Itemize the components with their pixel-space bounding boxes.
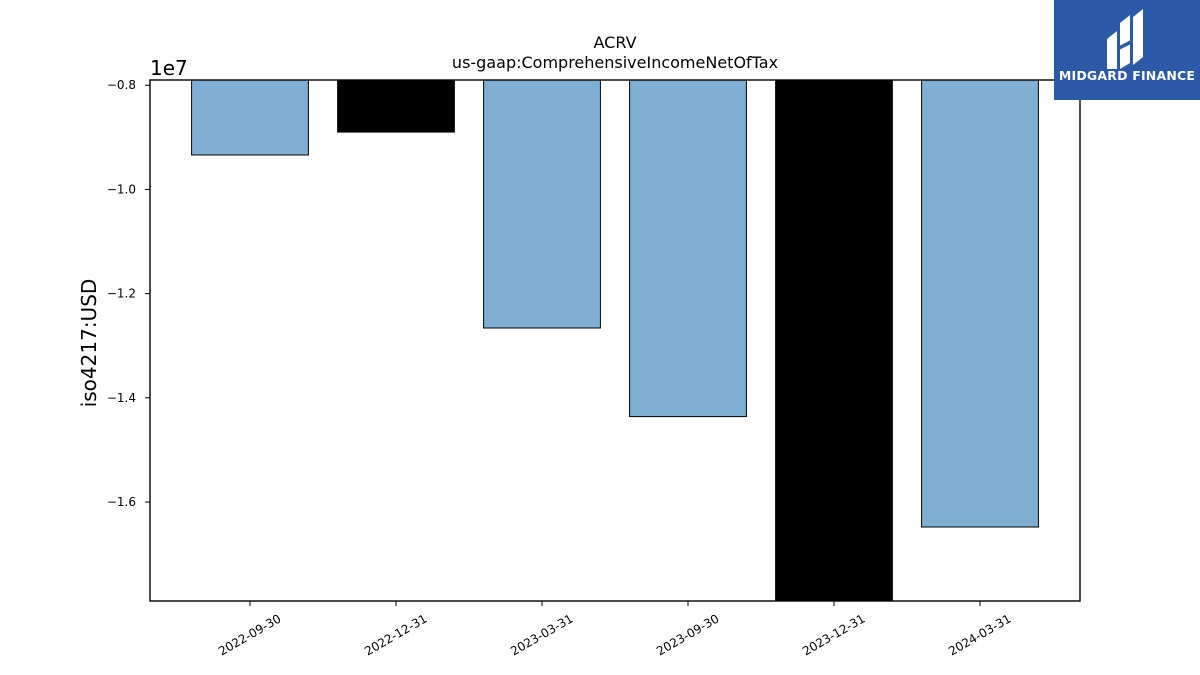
x-tick-label: 2023-12-31 (800, 611, 867, 658)
midgard-finance-logo: MIDGARD FINANCE (1054, 0, 1200, 100)
y-axis-label: iso4217:USD (77, 279, 101, 408)
y-tick-label: −0.8 (107, 78, 136, 92)
bar-2023-03-31 (483, 79, 601, 329)
y-tick-label: −1.0 (107, 182, 136, 196)
chart-subtitle: us-gaap:ComprehensiveIncomeNetOfTax (452, 53, 778, 72)
y-tick-label: −1.6 (107, 495, 136, 509)
bar-2023-12-31 (775, 79, 893, 602)
logo-text: MIDGARD FINANCE (1058, 68, 1196, 83)
x-tick-label: 2022-09-30 (216, 611, 283, 658)
x-ticks-group: 2022-09-30 2022-12-31 2023-03-31 2023-09-30… (216, 601, 1014, 658)
y-tick-label: −1.4 (107, 391, 136, 405)
midgard-logo-mark-icon (1107, 9, 1143, 69)
plot-frame (149, 79, 1081, 602)
bar-2023-09-30 (629, 79, 747, 418)
x-tick-label: 2024-03-31 (946, 611, 1013, 658)
x-tick-label: 2023-03-31 (508, 611, 575, 658)
x-tick-label: 2023-09-30 (654, 611, 721, 658)
y-tick-label: −1.2 (107, 287, 136, 301)
y-ticks-group: −0.8 −1.0 −1.2 −1.4 −1.6 (107, 78, 150, 509)
x-tick-label: 2022-12-31 (362, 611, 429, 658)
chart-title: ACRV (593, 33, 636, 52)
bars-group (191, 79, 1039, 602)
bar-2022-12-31 (337, 79, 455, 133)
bar-2024-03-31 (921, 79, 1039, 528)
y-offset-label: 1e7 (150, 56, 188, 80)
bar-2022-09-30 (191, 79, 309, 156)
